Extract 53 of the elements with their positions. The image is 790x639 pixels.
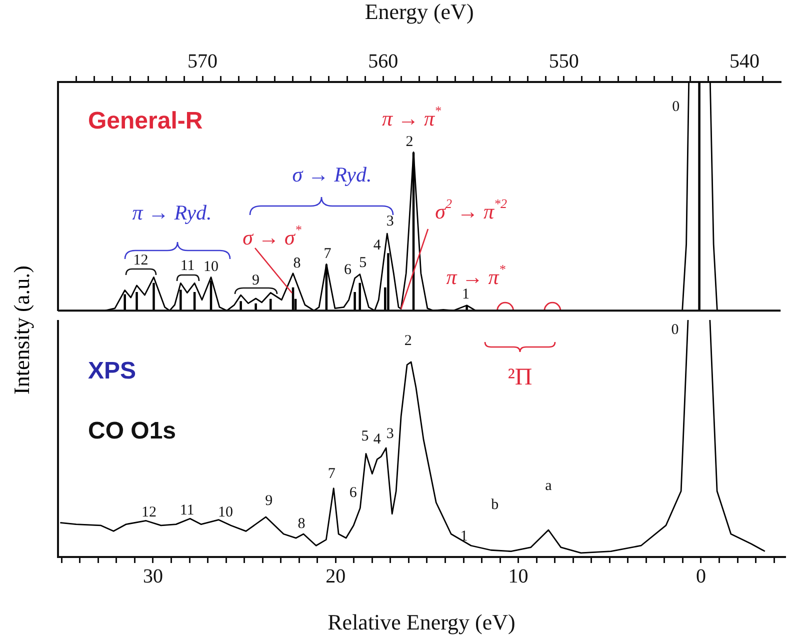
annotation: 11 bbox=[180, 258, 195, 274]
annotation: 7 bbox=[324, 246, 332, 262]
annotation: 8 bbox=[298, 516, 306, 532]
annotation: 9 bbox=[265, 492, 273, 509]
annotation: 0 bbox=[671, 322, 679, 338]
bar bbox=[240, 301, 242, 311]
x-tick-label: 540 bbox=[729, 50, 760, 72]
bar bbox=[354, 292, 356, 311]
annotation: 6 bbox=[344, 262, 352, 278]
annotation: CO O1s bbox=[88, 418, 176, 445]
y-axis-title: Intensity (a.u.) bbox=[9, 266, 35, 394]
annotation: 10 bbox=[204, 259, 219, 276]
annotation: 5 bbox=[359, 255, 367, 272]
annotation: 12 bbox=[142, 504, 157, 521]
annotation: 11 bbox=[180, 502, 194, 519]
annotation: 5 bbox=[361, 428, 369, 445]
annotation: 7 bbox=[328, 466, 336, 482]
annotation: π → π* bbox=[446, 261, 506, 289]
x-tick-label: 560 bbox=[368, 50, 398, 72]
annotation: b bbox=[491, 497, 499, 514]
bar bbox=[269, 298, 272, 311]
annotation: 3 bbox=[386, 214, 394, 230]
x-tick-label: 20 bbox=[326, 565, 346, 588]
annotation: σ → Ryd. bbox=[292, 162, 372, 187]
x-tick-label: 550 bbox=[548, 50, 579, 72]
annotation: π → π* bbox=[382, 103, 442, 131]
annotation: 6 bbox=[349, 485, 358, 502]
annotation: 4 bbox=[373, 431, 382, 448]
bar bbox=[698, 82, 700, 311]
x-axis-title: Energy (eV) bbox=[364, 0, 474, 24]
annotation: a bbox=[545, 478, 552, 494]
annotation: 0 bbox=[672, 98, 680, 115]
x-tick-label: 30 bbox=[142, 565, 163, 588]
x-tick-label: 570 bbox=[188, 50, 218, 72]
annotation: 1 bbox=[460, 528, 468, 545]
annotation: 3 bbox=[386, 426, 394, 442]
x-axis-title: Relative Energy (eV) bbox=[328, 610, 516, 635]
annotation: 2 bbox=[406, 134, 414, 150]
annotation: 10 bbox=[218, 504, 234, 521]
annotation: π → Ryd. bbox=[132, 200, 212, 225]
annotation: 2 bbox=[404, 332, 412, 349]
bar bbox=[254, 303, 257, 311]
annotation: 8 bbox=[293, 255, 301, 272]
annotation: General-R bbox=[88, 108, 203, 135]
annotation: ²Π bbox=[508, 364, 532, 390]
annotation: 12 bbox=[133, 252, 148, 268]
annotation: 4 bbox=[373, 238, 382, 254]
annotation: 1 bbox=[462, 286, 470, 302]
x-tick-label: 10 bbox=[508, 565, 528, 588]
annotation: σ → σ* bbox=[242, 222, 302, 250]
annotation: 9 bbox=[252, 272, 260, 288]
x-tick-label: 0 bbox=[696, 565, 706, 588]
annotation: XPS bbox=[88, 358, 136, 385]
